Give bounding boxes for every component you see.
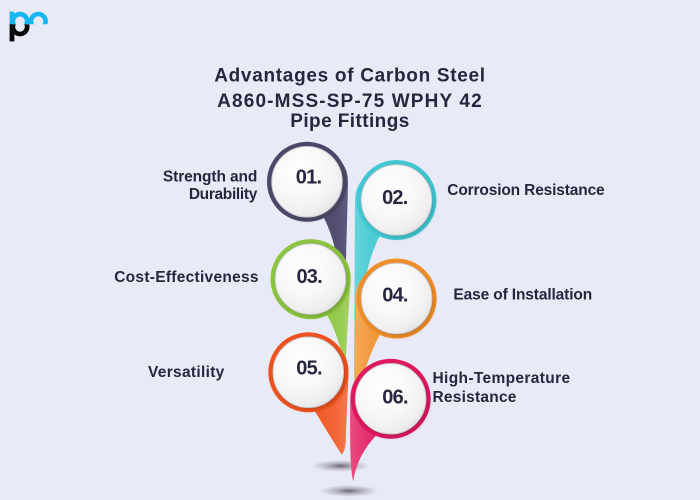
svg-text:Ease of Installation: Ease of Installation — [453, 287, 592, 304]
svg-text:Durability: Durability — [189, 186, 258, 203]
svg-text:01.: 01. — [296, 166, 322, 188]
svg-text:Versatility: Versatility — [148, 364, 225, 381]
svg-text:A860-MSS-SP-75 WPHY 42: A860-MSS-SP-75 WPHY 42 — [217, 91, 483, 112]
svg-text:06.: 06. — [382, 387, 408, 409]
svg-text:Corrosion Resistance: Corrosion Resistance — [447, 182, 605, 199]
svg-text:Advantages of Carbon Steel: Advantages of Carbon Steel — [214, 65, 486, 86]
svg-text:Cost-Effectiveness: Cost-Effectiveness — [114, 269, 259, 286]
svg-text:02.: 02. — [382, 187, 408, 209]
svg-text:05.: 05. — [296, 357, 322, 379]
svg-text:High-Temperature: High-Temperature — [433, 370, 571, 387]
svg-text:03.: 03. — [296, 266, 322, 288]
svg-text:Pipe Fittings: Pipe Fittings — [290, 111, 409, 132]
svg-text:Strength and: Strength and — [163, 169, 257, 186]
svg-text:Resistance: Resistance — [433, 389, 517, 406]
svg-text:04.: 04. — [382, 285, 408, 307]
